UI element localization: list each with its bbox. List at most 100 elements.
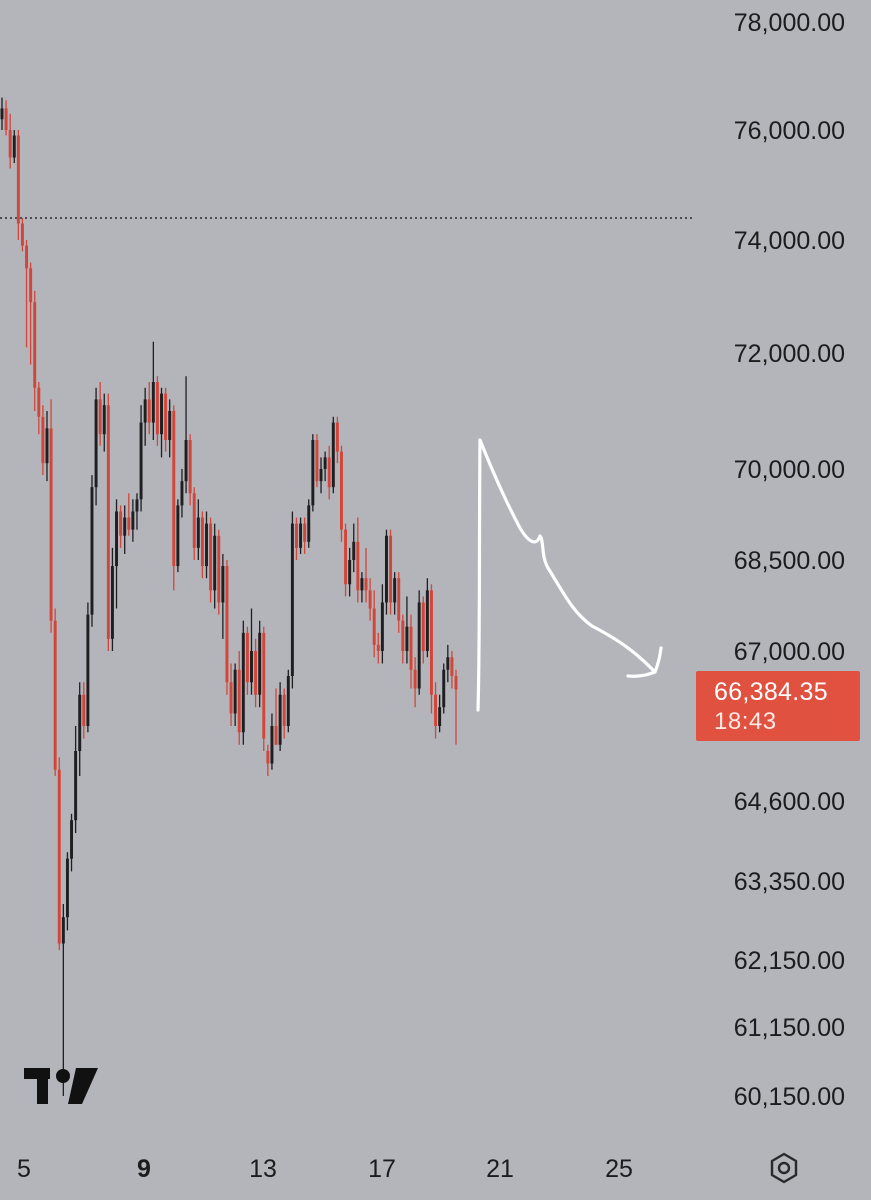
candle-body <box>250 651 253 683</box>
tradingview-logo <box>24 1068 98 1104</box>
candle-body <box>65 858 69 918</box>
candle-body <box>98 399 102 435</box>
candle-body <box>90 487 94 615</box>
candle-body <box>12 135 16 158</box>
candle-body <box>303 523 307 542</box>
y-tick-label: 76,000.00 <box>734 117 845 145</box>
candle-body <box>295 523 298 548</box>
candle-body <box>389 535 393 603</box>
candle-body <box>209 523 213 591</box>
candle-body <box>143 399 147 423</box>
y-tick-label: 60,150.00 <box>734 1083 845 1111</box>
candle-body <box>307 505 311 542</box>
candle-body <box>94 399 98 488</box>
candle-body <box>446 657 450 670</box>
candle-body <box>409 626 413 670</box>
y-tick-label: 70,000.00 <box>734 456 845 484</box>
candle-body <box>57 769 61 944</box>
candle-body <box>356 541 360 591</box>
candle-body <box>384 535 388 603</box>
candle-body <box>20 223 24 246</box>
candle-body <box>258 632 262 695</box>
candle-body <box>180 481 184 506</box>
x-tick-label: 21 <box>486 1155 514 1183</box>
candle-body <box>123 517 127 536</box>
candle-body <box>315 440 319 482</box>
candle-body <box>348 560 352 585</box>
candle-body <box>0 108 4 120</box>
current-price-badge: 66,384.35 18:43 <box>696 671 860 741</box>
candle-body <box>188 440 192 494</box>
candle-body <box>110 566 114 639</box>
candle-body <box>278 694 282 745</box>
candle-body <box>221 566 225 603</box>
candle-body <box>4 108 8 130</box>
candle-countdown: 18:43 <box>714 708 777 735</box>
candle-body <box>237 669 241 733</box>
candle-body <box>33 302 37 388</box>
candle-body <box>82 694 86 726</box>
candle-body <box>380 602 384 651</box>
candle-body <box>205 523 208 567</box>
candle-body <box>266 751 270 764</box>
y-tick-label: 68,500.00 <box>734 547 845 575</box>
candle-body <box>86 614 90 726</box>
candle-body <box>450 657 454 676</box>
candle-body <box>74 751 78 821</box>
candle-body <box>25 245 29 269</box>
candle-body <box>168 411 172 440</box>
y-tick-label: 61,150.00 <box>734 1014 845 1042</box>
chart-settings-button[interactable] <box>766 1150 802 1186</box>
candle-body <box>213 535 217 591</box>
candle-body <box>327 457 331 488</box>
candle-body <box>413 669 417 689</box>
candle-body <box>417 602 421 689</box>
candle-body <box>29 268 33 303</box>
x-tick-label: 17 <box>368 1155 396 1183</box>
candle-body <box>360 578 364 591</box>
candle-body <box>155 382 159 435</box>
candle-body <box>335 422 339 452</box>
candle-body <box>286 676 290 726</box>
candle-body <box>434 694 438 726</box>
y-tick-label: 74,000.00 <box>734 227 845 255</box>
candle-body <box>49 428 53 621</box>
candle-body <box>425 590 429 651</box>
candle-body <box>196 517 200 548</box>
candle-body <box>147 399 151 423</box>
candle-body <box>37 387 41 417</box>
candle-body <box>344 529 348 585</box>
candle-body <box>192 493 196 548</box>
candle-body <box>200 517 204 567</box>
candle-body <box>131 511 135 530</box>
candle-body <box>438 707 442 726</box>
candle-body <box>299 523 303 548</box>
candle-body <box>184 440 188 482</box>
hand-drawn-arrow-annotation <box>476 438 663 712</box>
candle-body <box>397 578 401 621</box>
y-tick-label: 72,000.00 <box>734 340 845 368</box>
candle-body <box>319 469 323 482</box>
candle-body <box>340 451 343 530</box>
candle-body <box>442 669 446 708</box>
candle-body <box>172 411 176 567</box>
candle-body <box>364 578 368 591</box>
candle-body <box>78 694 82 751</box>
candle-body <box>323 457 327 469</box>
candle-body <box>245 632 249 683</box>
candle-body <box>115 511 118 567</box>
candle-body <box>274 726 278 745</box>
candle-body <box>102 405 106 435</box>
candle-body <box>233 669 237 714</box>
candle-body <box>164 393 168 440</box>
candle-body <box>70 820 74 859</box>
candle-body <box>217 535 221 603</box>
candle-body <box>241 632 245 733</box>
candle-body <box>139 422 143 500</box>
candle-body <box>282 694 286 726</box>
candle-body <box>127 517 131 530</box>
x-tick-label: 9 <box>137 1155 151 1183</box>
hexagon-settings-icon <box>770 1152 798 1184</box>
